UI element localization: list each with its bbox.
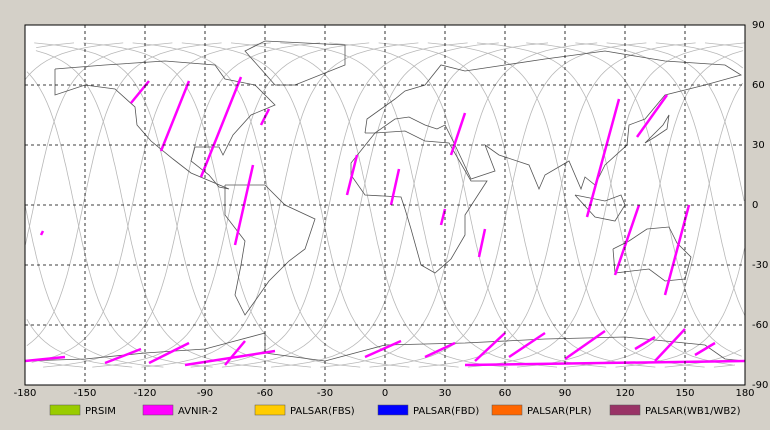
acquisition-swath xyxy=(654,328,686,362)
axis-labels: -180 -150 -120 -90 -60 -30 0 30 60 90 120 150 180 90 6… xyxy=(14,20,769,399)
coastlines xyxy=(24,40,746,362)
legend-swatch xyxy=(377,404,409,416)
x-tick-label: 30 xyxy=(439,388,452,399)
x-tick-label: -90 xyxy=(197,388,213,399)
orbit-track xyxy=(83,42,696,368)
y-tick-label: 90 xyxy=(752,20,765,31)
y-tick-label: -30 xyxy=(752,260,768,271)
acquisition-swath xyxy=(39,230,45,236)
acquisition-swath xyxy=(508,331,546,359)
x-tick-label: -60 xyxy=(257,388,273,399)
legend-label: PALSAR(FBD) xyxy=(413,406,479,417)
x-tick-label: 0 xyxy=(382,388,388,399)
acquisition-swath xyxy=(148,341,190,365)
x-tick-label: -180 xyxy=(14,388,37,399)
acquisition-swath xyxy=(585,98,621,218)
x-tick-label: -120 xyxy=(134,388,157,399)
coastline xyxy=(612,226,692,282)
acquisition-swath xyxy=(694,341,716,357)
legend-swatch xyxy=(254,404,286,416)
acquisitions xyxy=(24,76,746,367)
orbit-track xyxy=(25,42,745,368)
acquisition-swath xyxy=(104,347,142,365)
legend-label: PALSAR(WB1/WB2) xyxy=(645,406,741,417)
acquisition-swath xyxy=(634,335,656,351)
acquisition-swath xyxy=(564,329,606,361)
acquisition-swath xyxy=(464,359,746,367)
legend-label: PALSAR(FBS) xyxy=(290,406,355,417)
y-tick-label: -90 xyxy=(752,380,768,391)
legend-label: AVNIR-2 xyxy=(178,406,218,417)
x-tick-label: 90 xyxy=(559,388,572,399)
legend-label: PALSAR(PLR) xyxy=(527,406,592,417)
acquisition-swath xyxy=(389,168,401,206)
x-tick-label: 60 xyxy=(499,388,512,399)
acquisition-swath xyxy=(439,208,447,226)
acquisition-swath xyxy=(159,80,191,152)
acquisition-swath xyxy=(449,112,467,156)
legend-swatch xyxy=(491,404,523,416)
acquisition-swath xyxy=(477,228,487,258)
legend: PRSIM AVNIR-2 PALSAR(FBS) PALSAR(FBD) PALSAR… xyxy=(49,404,741,417)
acquisition-swath xyxy=(184,349,276,367)
coastline xyxy=(54,60,276,190)
acquisition-swath xyxy=(24,355,66,363)
y-tick-label: 60 xyxy=(752,80,765,91)
y-tick-label: 30 xyxy=(752,140,765,151)
x-tick-label: -30 xyxy=(317,388,333,399)
acquisition-swath xyxy=(474,332,506,362)
acquisition-swath xyxy=(364,339,402,359)
acquisition-swath xyxy=(424,341,456,359)
coastline xyxy=(24,332,746,362)
acquisition-swath xyxy=(199,76,243,178)
acquisition-swath xyxy=(613,204,641,276)
coastline xyxy=(364,50,742,191)
legend-swatch xyxy=(49,404,81,416)
x-tick-label: 150 xyxy=(675,388,694,399)
y-tick-label: 0 xyxy=(752,200,758,211)
coastline xyxy=(644,114,670,144)
x-tick-label: 120 xyxy=(615,388,634,399)
x-tick-label: 180 xyxy=(735,388,754,399)
legend-swatch xyxy=(142,404,174,416)
x-tick-label: -150 xyxy=(74,388,97,399)
orbit-track xyxy=(26,42,746,368)
legend-swatch xyxy=(609,404,641,416)
acquisition-swath xyxy=(345,154,359,196)
acquisition-swath xyxy=(635,94,669,138)
coastline xyxy=(224,184,316,316)
acquisition-swath xyxy=(224,340,246,366)
y-tick-label: -60 xyxy=(752,320,768,331)
legend-label: PRSIM xyxy=(85,406,116,417)
map-border xyxy=(24,24,746,386)
coastline xyxy=(350,130,488,274)
orbit-track xyxy=(24,42,745,368)
